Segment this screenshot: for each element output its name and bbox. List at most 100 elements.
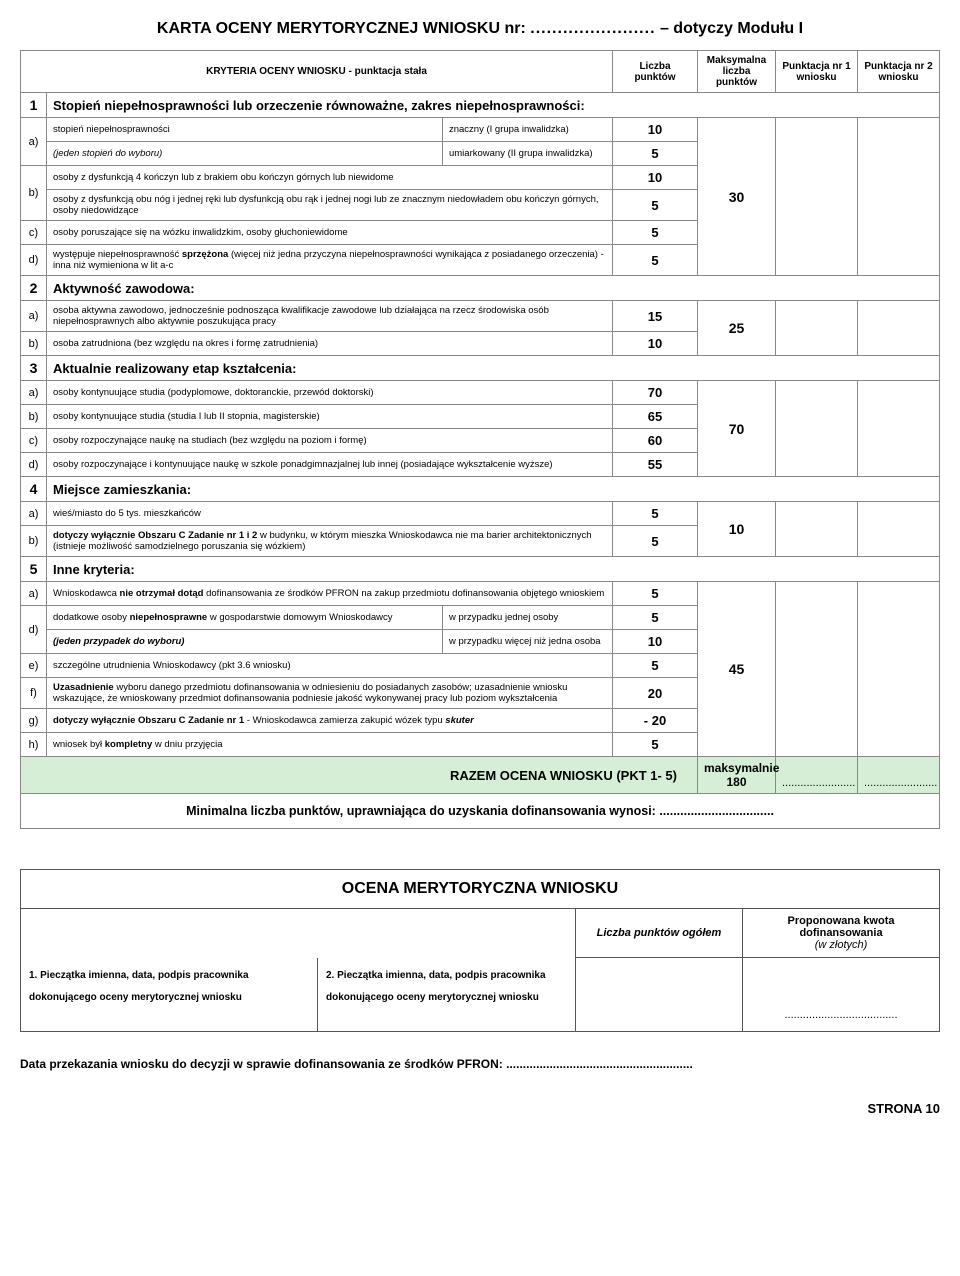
razem-row: RAZEM OCENA WNIOSKU (PKT 1- 5) maksymaln… bbox=[21, 757, 940, 794]
s3-n1[interactable] bbox=[776, 381, 858, 477]
s4a-label: a) bbox=[21, 502, 47, 526]
sig1a: 1. Pieczątka imienna, data, podpis praco… bbox=[29, 970, 249, 981]
s5a-pts: 5 bbox=[613, 582, 698, 606]
s1c-label: c) bbox=[21, 221, 47, 245]
s4-n1[interactable] bbox=[776, 502, 858, 557]
s2b-desc: osoba zatrudniona (bez względu na okres … bbox=[47, 332, 613, 356]
s2-n2[interactable] bbox=[858, 301, 940, 356]
s1a-sub2: umiarkowany (II grupa inwalidzka) bbox=[442, 142, 612, 166]
s5g-desc: dotyczy wyłącznie Obszaru C Zadanie nr 1… bbox=[47, 709, 613, 733]
s4-n2[interactable] bbox=[858, 502, 940, 557]
s5-max: 45 bbox=[698, 582, 776, 757]
s1b-label: b) bbox=[21, 166, 47, 221]
s3d-pts: 55 bbox=[613, 453, 698, 477]
s1b-pts: 10 bbox=[613, 166, 698, 190]
s1-title: Stopień niepełnosprawności lub orzeczeni… bbox=[47, 93, 940, 118]
s5h-label: h) bbox=[21, 733, 47, 757]
s3c-desc: osoby rozpoczynające naukę na studiach (… bbox=[47, 429, 613, 453]
s3b-desc: osoby kontynuujące studia (studia I lub … bbox=[47, 405, 613, 429]
hdr-liczba: Liczba punktów bbox=[613, 51, 698, 93]
s1-num: 1 bbox=[21, 93, 47, 118]
hdr-n2: Punktacja nr 2 wniosku bbox=[858, 51, 940, 93]
s3-n2[interactable] bbox=[858, 381, 940, 477]
s5h-pts: 5 bbox=[613, 733, 698, 757]
ocena-pts-cell[interactable] bbox=[576, 958, 743, 1032]
s1a-label: a) bbox=[21, 118, 47, 166]
hdr-n1: Punktacja nr 1 wniosku bbox=[776, 51, 858, 93]
s5a-desc: Wnioskodawca nie otrzymał dotąd dofinans… bbox=[47, 582, 613, 606]
razem-n1[interactable]: ........................ bbox=[776, 757, 858, 794]
s1a-pts1: 10 bbox=[613, 118, 698, 142]
hdr-kryteria: KRYTERIA OCENY WNIOSKU - punktacja stała bbox=[21, 51, 613, 93]
ocena-h2-sub: (w złotych) bbox=[815, 939, 868, 951]
s2a-desc: osoba aktywna zawodowo, jednocześnie pod… bbox=[47, 301, 613, 332]
s5h-desc: wniosek był kompletny w dniu przyjęcia bbox=[47, 733, 613, 757]
s3-num: 3 bbox=[21, 356, 47, 381]
s1d-label: d) bbox=[21, 245, 47, 276]
s5e-label: e) bbox=[21, 654, 47, 678]
s2-num: 2 bbox=[21, 276, 47, 301]
s1d-pts: 5 bbox=[613, 245, 698, 276]
s1-n1[interactable] bbox=[776, 118, 858, 276]
ocena-h2: Proponowana kwota dofinansowania (w złot… bbox=[743, 909, 940, 958]
s1d-desc: występuje niepełnosprawność sprzężona (w… bbox=[47, 245, 613, 276]
s3b-label: b) bbox=[21, 405, 47, 429]
title-suffix: – dotyczy Modułu I bbox=[656, 20, 804, 37]
s2b-label: b) bbox=[21, 332, 47, 356]
s5-title: Inne kryteria: bbox=[47, 557, 940, 582]
s3-title: Aktualnie realizowany etap kształcenia: bbox=[47, 356, 940, 381]
s3d-desc: osoby rozpoczynające i kontynuujące nauk… bbox=[47, 453, 613, 477]
s1a-desc: stopień niepełnosprawności bbox=[47, 118, 443, 142]
s4-title: Miejsce zamieszkania: bbox=[47, 477, 940, 502]
s2-title: Aktywność zawodowa: bbox=[47, 276, 940, 301]
scoring-table: KRYTERIA OCENY WNIOSKU - punktacja stała… bbox=[20, 50, 940, 829]
s4a-pts: 5 bbox=[613, 502, 698, 526]
s2a-label: a) bbox=[21, 301, 47, 332]
sig1: 1. Pieczątka imienna, data, podpis praco… bbox=[21, 958, 318, 1032]
s5f-desc: Uzasadnienie wyboru danego przedmiotu do… bbox=[47, 678, 613, 709]
s5e-pts: 5 bbox=[613, 654, 698, 678]
ocena-h2-text: Proponowana kwota dofinansowania bbox=[788, 915, 895, 939]
title-dots: ....................... bbox=[530, 20, 655, 37]
s5f-label: f) bbox=[21, 678, 47, 709]
sig2: 2. Pieczątka imienna, data, podpis praco… bbox=[318, 958, 576, 1032]
s2-max: 25 bbox=[698, 301, 776, 356]
s3c-pts: 60 bbox=[613, 429, 698, 453]
s5e-desc: szczególne utrudnienia Wnioskodawcy (pkt… bbox=[47, 654, 613, 678]
s1a-pts2: 5 bbox=[613, 142, 698, 166]
s2-n1[interactable] bbox=[776, 301, 858, 356]
s1-n2[interactable] bbox=[858, 118, 940, 276]
s5d-note: (jeden przypadek do wyboru) bbox=[47, 630, 443, 654]
s4-num: 4 bbox=[21, 477, 47, 502]
ocena-h1: Liczba punktów ogółem bbox=[576, 909, 743, 958]
title-prefix: KARTA OCENY MERYTORYCZNEJ WNIOSKU nr: bbox=[157, 20, 530, 37]
s2a-pts: 15 bbox=[613, 301, 698, 332]
s5a-label: a) bbox=[21, 582, 47, 606]
s4a-desc: wieś/miasto do 5 tys. mieszkańców bbox=[47, 502, 613, 526]
s1c-pts: 5 bbox=[613, 221, 698, 245]
s2b-pts: 10 bbox=[613, 332, 698, 356]
s4-max: 10 bbox=[698, 502, 776, 557]
ocena-kwota-cell[interactable]: ..................................... bbox=[743, 958, 940, 1032]
razem-label: RAZEM OCENA WNIOSKU (PKT 1- 5) bbox=[21, 757, 698, 794]
s1b2-pts: 5 bbox=[613, 190, 698, 221]
s3-max: 70 bbox=[698, 381, 776, 477]
ocena-blank bbox=[21, 909, 576, 958]
s5d-pts2: 10 bbox=[613, 630, 698, 654]
page-number: STRONA 10 bbox=[20, 1101, 940, 1116]
s1c-desc: osoby poruszające się na wózku inwalidzk… bbox=[47, 221, 613, 245]
s1a-note: (jeden stopień do wyboru) bbox=[47, 142, 443, 166]
s5d-label: d) bbox=[21, 606, 47, 654]
razem-n2[interactable]: ........................ bbox=[858, 757, 940, 794]
s3d-label: d) bbox=[21, 453, 47, 477]
s5-n1[interactable] bbox=[776, 582, 858, 757]
s5-num: 5 bbox=[21, 557, 47, 582]
s1b2-desc: osoby z dysfunkcją obu nóg i jednej ręki… bbox=[47, 190, 613, 221]
s5g-label: g) bbox=[21, 709, 47, 733]
s1a-sub1: znaczny (I grupa inwalidzka) bbox=[442, 118, 612, 142]
s5f-pts: 20 bbox=[613, 678, 698, 709]
s4b-desc: dotyczy wyłącznie Obszaru C Zadanie nr 1… bbox=[47, 526, 613, 557]
s5-n2[interactable] bbox=[858, 582, 940, 757]
razem-max: maksymalnie 180 bbox=[698, 757, 776, 794]
s3a-label: a) bbox=[21, 381, 47, 405]
